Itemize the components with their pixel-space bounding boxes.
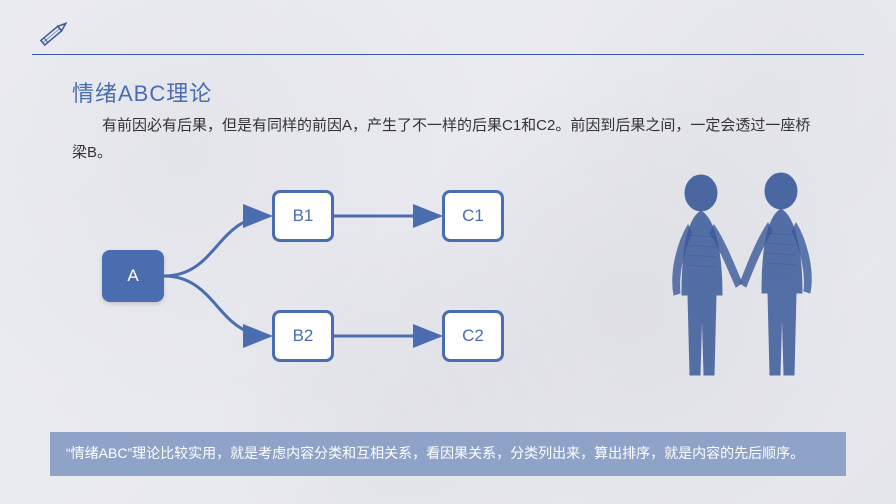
two-people-holding-hands-icon xyxy=(646,165,836,400)
node-c2: C2 xyxy=(442,310,504,362)
abc-diagram: A B1 B2 C1 C2 xyxy=(72,180,572,380)
header-rule xyxy=(32,54,864,55)
footer-text: “情绪ABC”理论比较实用，就是考虑内容分类和互相关系，看因果关系，分类列出来，… xyxy=(66,442,830,466)
intro-text: 有前因必有后果，但是有同样的前因A，产生了不一样的后果C1和C2。前因到后果之间… xyxy=(72,112,824,166)
edge-A-B1 xyxy=(164,216,270,276)
node-a: A xyxy=(102,250,164,302)
node-b2: B2 xyxy=(272,310,334,362)
page-title: 情绪ABC理论 xyxy=(72,76,212,108)
pencil-icon xyxy=(32,18,72,57)
node-b1: B1 xyxy=(272,190,334,242)
edge-A-B2 xyxy=(164,276,270,336)
footer-banner: “情绪ABC”理论比较实用，就是考虑内容分类和互相关系，看因果关系，分类列出来，… xyxy=(50,432,846,476)
node-c1: C1 xyxy=(442,190,504,242)
